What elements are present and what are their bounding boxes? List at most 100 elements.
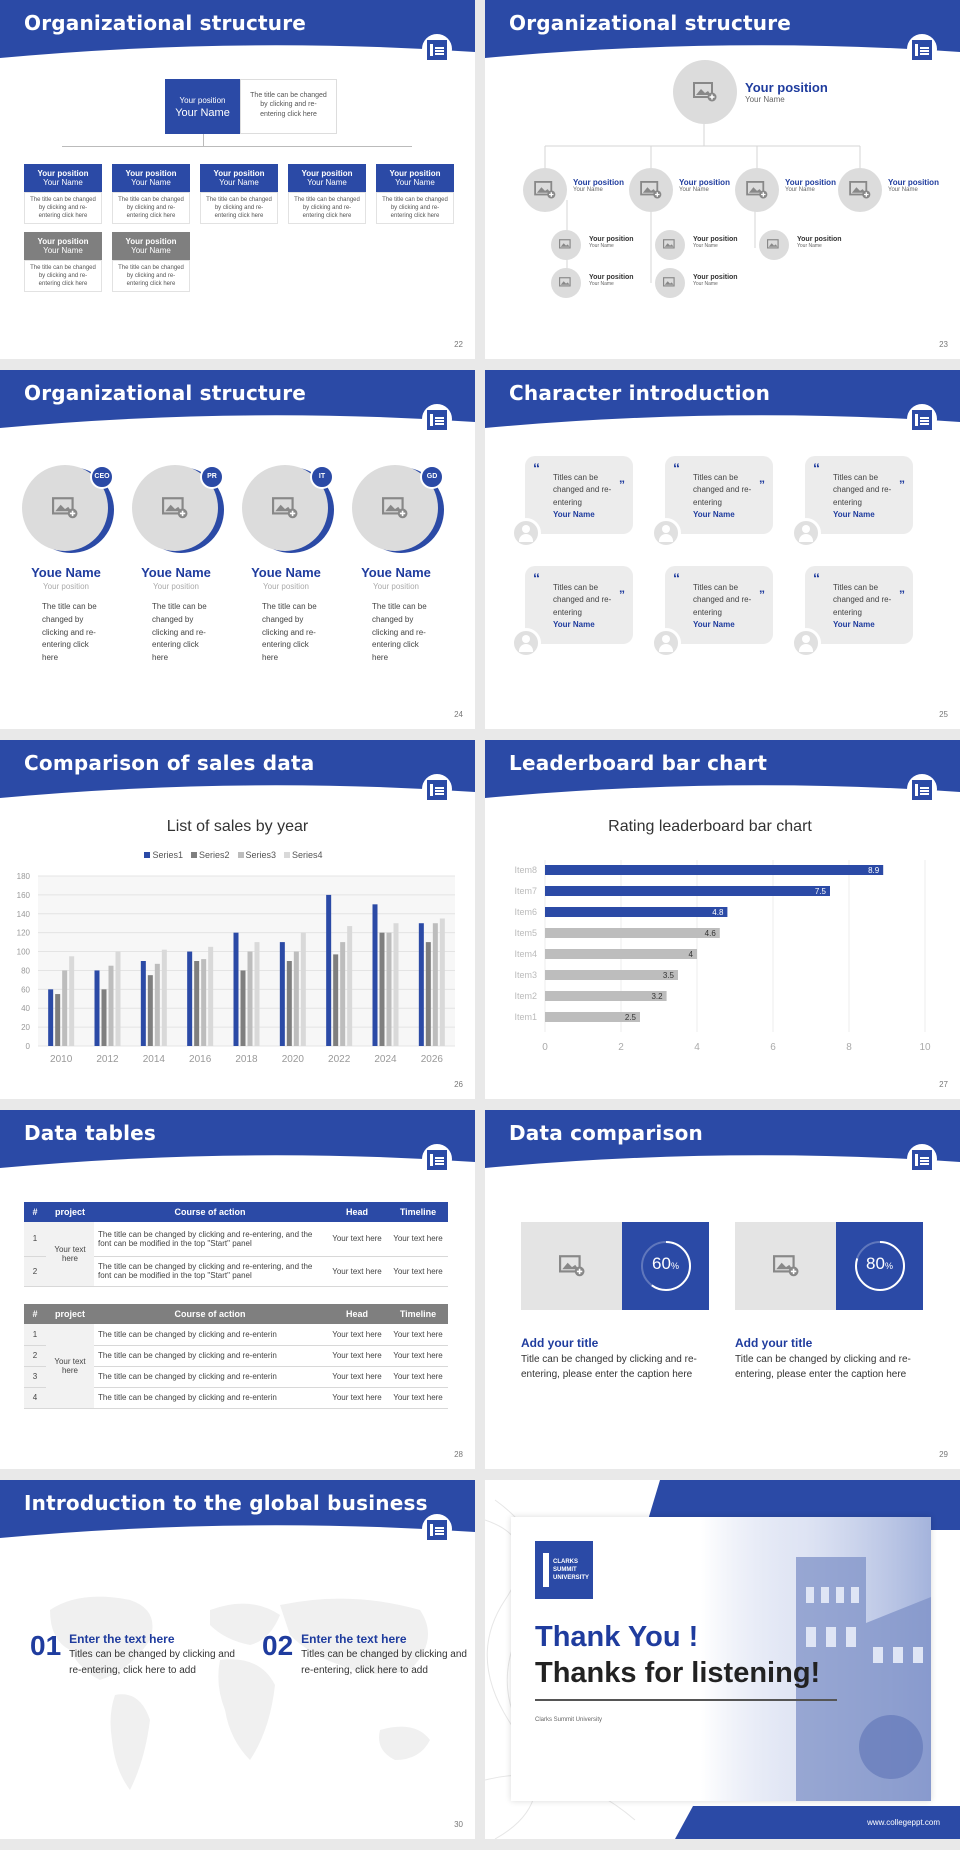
table-row[interactable]: 2 The title can be changed by clicking a… bbox=[24, 1345, 448, 1367]
slide-28[interactable]: Data tables # project Course of action H… bbox=[0, 1110, 475, 1469]
org-card-head: Your position Your Name bbox=[112, 232, 190, 260]
quote-box: “ ” Titles can be changed and re-enterin… bbox=[805, 456, 913, 534]
legend-swatch bbox=[284, 852, 291, 858]
org-card-body: The title can be changed by clicking and… bbox=[24, 260, 102, 292]
bar bbox=[201, 959, 207, 1046]
image-icon bbox=[773, 1255, 799, 1277]
business-item[interactable]: 01 Enter the text here Titles can be cha… bbox=[30, 1630, 240, 1679]
slide-30[interactable]: Introduction to the global business 01 E… bbox=[0, 1480, 475, 1839]
org-top-box[interactable]: Your position Your Name bbox=[165, 79, 240, 134]
org-card[interactable]: Your position Your Name The title can be… bbox=[376, 164, 454, 224]
image-icon bbox=[746, 181, 768, 199]
slide-title: Organizational structure bbox=[24, 381, 307, 405]
org-card[interactable]: Your position Your Name The title can be… bbox=[24, 232, 102, 292]
progress-ring bbox=[641, 1241, 691, 1291]
character-card[interactable]: “ ” Titles can be changed and re-enterin… bbox=[511, 566, 633, 658]
org-sub-item[interactable]: Your position Your Name bbox=[551, 268, 634, 298]
slide-27[interactable]: Leaderboard bar chart Rating leaderboard… bbox=[485, 740, 960, 1099]
slide-23[interactable]: Organizational structure Your position Y… bbox=[485, 0, 960, 359]
x-tick-label: 4 bbox=[694, 1042, 700, 1053]
org-sub-item[interactable]: Your position Your Name bbox=[655, 268, 738, 298]
character-card[interactable]: “ ” Titles can be changed and re-enterin… bbox=[511, 456, 633, 548]
comparison-card[interactable]: 60% Add your title Title can be changed … bbox=[521, 1222, 709, 1382]
image-icon bbox=[640, 181, 662, 199]
slide-26[interactable]: Comparison of sales data List of sales b… bbox=[0, 740, 475, 1099]
person-card[interactable]: PR Youe Name Your position The title can… bbox=[132, 465, 224, 665]
person-card[interactable]: CEO Youe Name Your position The title ca… bbox=[22, 465, 114, 665]
person-name: Youe Name bbox=[141, 565, 211, 580]
slide-closing[interactable]: CLARKS SUMMIT UNIVERSITY Thank You ! Tha… bbox=[485, 1480, 960, 1839]
character-card[interactable]: “ ” Titles can be changed and re-enterin… bbox=[791, 566, 913, 658]
slide-25[interactable]: Character introduction “ ” Titles can be… bbox=[485, 370, 960, 729]
y-tick-label: Item8 bbox=[514, 865, 537, 875]
org-mid-item[interactable]: Your position Your Name bbox=[523, 168, 624, 212]
table-row[interactable]: 3 The title can be changed by clicking a… bbox=[24, 1366, 448, 1388]
org-card[interactable]: Your position Your Name The title can be… bbox=[112, 232, 190, 292]
role-badge: GD bbox=[420, 465, 444, 489]
table-row[interactable]: 1 Your text here The title can be change… bbox=[24, 1324, 448, 1409]
org-name: Your Name bbox=[589, 243, 614, 249]
data-label: 3.2 bbox=[651, 992, 663, 1001]
connector-line bbox=[203, 134, 204, 146]
x-tick-label: 2024 bbox=[374, 1054, 397, 1065]
slide-22[interactable]: Organizational structure Your position Y… bbox=[0, 0, 475, 359]
org-position: Your position bbox=[179, 96, 226, 105]
org-sub-item[interactable]: Your position Your Name bbox=[551, 230, 634, 260]
table-row[interactable]: 2 The title can be changed by clicking a… bbox=[24, 1256, 448, 1287]
slide-24[interactable]: Organizational structure CEO Youe Name Y… bbox=[0, 370, 475, 729]
comparison-items: 60% Add your title Title can be changed … bbox=[521, 1222, 923, 1382]
character-card[interactable]: “ ” Titles can be changed and re-enterin… bbox=[651, 456, 773, 548]
table-row[interactable]: 1 Your text here The title can be change… bbox=[24, 1222, 448, 1287]
avatar-placeholder bbox=[759, 230, 789, 260]
y-tick-label: 160 bbox=[17, 891, 31, 900]
person-card[interactable]: GD Youe Name Your position The title can… bbox=[352, 465, 444, 665]
bar bbox=[545, 907, 728, 917]
head-cell: Your text here bbox=[326, 1366, 388, 1388]
person-card[interactable]: IT Youe Name Your position The title can… bbox=[242, 465, 334, 665]
org-position: Your position bbox=[37, 169, 89, 178]
bar bbox=[194, 961, 200, 1046]
org-mid-item[interactable]: Your position Your Name bbox=[735, 168, 836, 212]
slide-header: Comparison of sales data bbox=[0, 740, 475, 810]
role-badge: PR bbox=[200, 465, 224, 489]
timeline-cell: Your text here bbox=[388, 1256, 448, 1287]
business-item[interactable]: 02 Enter the text here Titles can be cha… bbox=[262, 1630, 472, 1679]
item-desc: Titles can be changed by clicking and re… bbox=[301, 1649, 467, 1676]
x-tick-label: 2020 bbox=[282, 1054, 305, 1065]
quote-open-icon: “ bbox=[673, 460, 680, 476]
user-avatar-icon bbox=[791, 518, 821, 548]
org-name: Your Name bbox=[679, 187, 709, 193]
table-row[interactable]: 4 The title can be changed by clicking a… bbox=[24, 1387, 448, 1409]
quote-open-icon: “ bbox=[533, 570, 540, 586]
col-header: Course of action bbox=[174, 1207, 246, 1217]
org-mid-item[interactable]: Your position Your Name bbox=[629, 168, 730, 212]
legend-label: Series4 bbox=[292, 850, 323, 860]
data-label: 4 bbox=[689, 950, 694, 959]
page-number: 23 bbox=[939, 340, 948, 349]
legend-swatch bbox=[190, 852, 197, 858]
y-tick-label: 120 bbox=[17, 929, 31, 938]
org-sub-item[interactable]: Your position Your Name bbox=[759, 230, 842, 260]
org-card[interactable]: Your position Your Name The title can be… bbox=[24, 164, 102, 224]
org-card[interactable]: Your position Your Name The title can be… bbox=[288, 164, 366, 224]
bar bbox=[55, 994, 61, 1046]
page-number: 22 bbox=[454, 340, 463, 349]
person-position: Your position bbox=[373, 582, 419, 591]
org-mid-item[interactable]: Your position Your Name bbox=[838, 168, 939, 212]
comparison-card[interactable]: 80% Add your title Title can be changed … bbox=[735, 1222, 923, 1382]
org-sub-item[interactable]: Your position Your Name bbox=[655, 230, 738, 260]
org-card[interactable]: Your position Your Name The title can be… bbox=[200, 164, 278, 224]
head-cell: Your text here bbox=[326, 1222, 388, 1257]
chart-legend: Series1 Series2 Series3 Series4 bbox=[0, 850, 475, 860]
org-card[interactable]: Your position Your Name The title can be… bbox=[112, 164, 190, 224]
character-card[interactable]: “ ” Titles can be changed and re-enterin… bbox=[651, 566, 773, 658]
slide-29[interactable]: Data comparison 60% Add your title Title… bbox=[485, 1110, 960, 1469]
legend-item: Series3 bbox=[237, 850, 276, 860]
col-header: Head bbox=[345, 1309, 368, 1319]
people-row: CEO Youe Name Your position The title ca… bbox=[22, 465, 444, 665]
person-name: Youe Name bbox=[31, 565, 101, 580]
chart-title: List of sales by year bbox=[166, 818, 309, 835]
org-position: Your position bbox=[797, 236, 842, 243]
character-card[interactable]: “ ” Titles can be changed and re-enterin… bbox=[791, 456, 913, 548]
website-link[interactable]: www.collegeppt.com bbox=[867, 1818, 940, 1827]
